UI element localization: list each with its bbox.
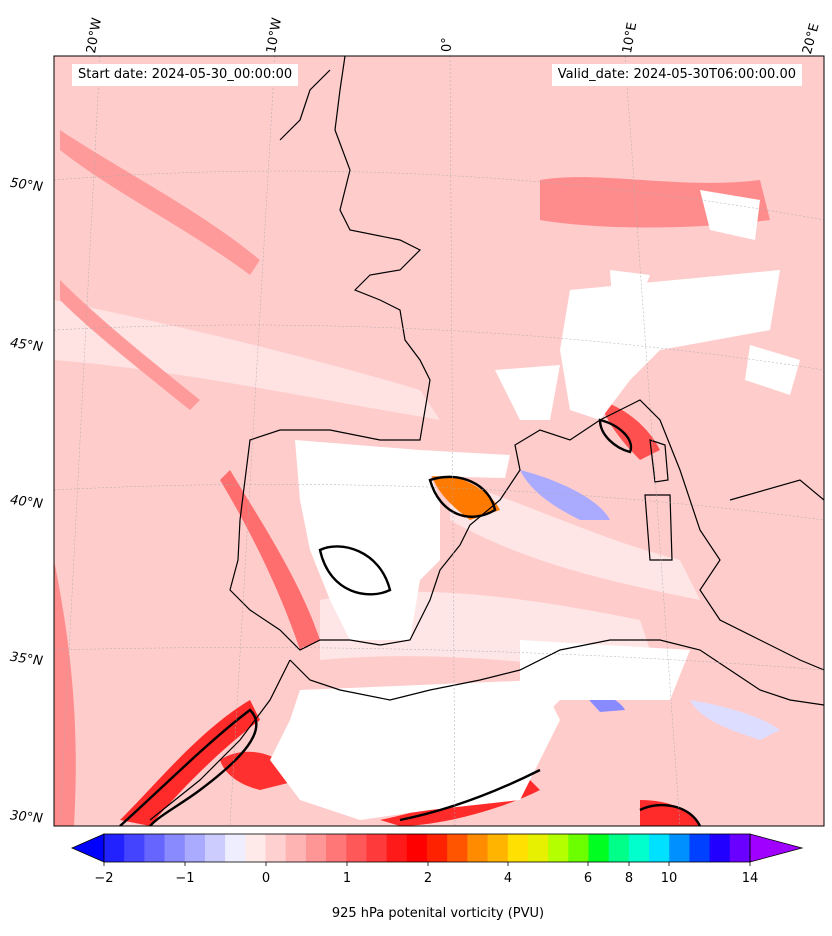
terrain-mask-pyrenees bbox=[420, 450, 510, 478]
colorbar-segment bbox=[265, 834, 287, 862]
graticule-line bbox=[624, 56, 681, 826]
colorbar-segment bbox=[649, 834, 670, 862]
coastline-north-africa bbox=[289, 639, 824, 706]
colorbar-segment bbox=[305, 834, 327, 862]
graticule-line bbox=[54, 324, 824, 371]
colorbar-tick: 8 bbox=[624, 871, 634, 886]
colorbar-segment bbox=[366, 834, 388, 862]
graticule-line bbox=[54, 647, 824, 671]
colorbar-tick: 0 bbox=[261, 871, 271, 886]
colorbar-segment bbox=[386, 834, 408, 862]
colorbar-segment bbox=[245, 834, 266, 862]
graticule-line bbox=[59, 56, 101, 826]
colorbar-tick: −1 bbox=[175, 871, 195, 886]
start-date-label: Start date: 2024-05-30_00:00:00 bbox=[72, 64, 299, 86]
valid-date-label: Valid_date: 2024-05-30T06:00:00.00 bbox=[551, 64, 802, 86]
pv-contour-2 bbox=[318, 545, 392, 596]
colorbar-extend-min bbox=[71, 833, 105, 863]
colorbar-segment bbox=[184, 834, 206, 862]
coastline-morocco bbox=[149, 659, 291, 821]
colorbar-segment bbox=[689, 834, 711, 862]
pv-field bbox=[54, 56, 824, 826]
pv-contour-2 bbox=[119, 708, 258, 826]
colorbar-segment bbox=[164, 834, 186, 862]
colorbar-segment bbox=[467, 834, 489, 862]
coastline-corsica bbox=[649, 439, 669, 483]
colorbar-frame bbox=[103, 833, 751, 863]
colorbar-tick: 1 bbox=[342, 871, 352, 886]
colorbar-segment bbox=[406, 834, 428, 862]
terrain-mask-atlas-east bbox=[520, 640, 690, 720]
graticule-line bbox=[229, 56, 276, 826]
terrain-mask-europe bbox=[700, 190, 760, 240]
coastline-europe bbox=[229, 56, 824, 671]
pv-contour-2 bbox=[399, 768, 541, 822]
colorbar-segment bbox=[507, 834, 529, 862]
colorbar bbox=[71, 833, 804, 866]
colorbar-segment bbox=[204, 834, 226, 862]
colorbar-segment bbox=[326, 834, 347, 862]
pv-band-red bbox=[600, 400, 660, 460]
colorbar-segment bbox=[709, 834, 731, 862]
pv-contours bbox=[119, 418, 702, 826]
colorbar-segment bbox=[568, 834, 589, 862]
pv-negative bbox=[520, 470, 610, 520]
colorbar-extend-max bbox=[749, 833, 804, 863]
colorbar-segment bbox=[447, 834, 468, 862]
coastline-sardinia bbox=[644, 494, 673, 561]
colorbar-segment bbox=[608, 834, 630, 862]
pv-band-light bbox=[450, 480, 700, 600]
graticule bbox=[54, 56, 824, 826]
coastline-italy bbox=[729, 479, 824, 501]
terrain-mask-massif bbox=[495, 365, 560, 420]
pv-band-red bbox=[60, 280, 200, 410]
colorbar-segment bbox=[104, 834, 125, 862]
graticule-line bbox=[449, 56, 456, 826]
colorbar-segment bbox=[669, 834, 690, 862]
terrain-mask-atlas bbox=[270, 680, 560, 820]
pv-contour-2 bbox=[428, 475, 497, 518]
colorbar-segment bbox=[729, 834, 751, 862]
colorbar-title: 925 hPa potenital vorticity (PVU) bbox=[331, 906, 545, 921]
coastlines bbox=[149, 56, 824, 821]
colorbar-tick: 2 bbox=[423, 871, 433, 886]
colorbar-tick: 10 bbox=[660, 871, 678, 886]
colorbar-tick: 4 bbox=[503, 871, 513, 886]
pv-band-red bbox=[60, 130, 260, 275]
graticule-line bbox=[54, 484, 824, 521]
pv-band-red bbox=[54, 560, 76, 826]
terrain-mask-balkans bbox=[745, 345, 800, 395]
colorbar-segment bbox=[527, 834, 549, 862]
map-frame bbox=[53, 55, 825, 827]
colorbar-segment bbox=[427, 834, 448, 862]
colorbar-tick: 14 bbox=[741, 871, 759, 886]
colorbar-segment bbox=[225, 834, 246, 862]
colorbar-tick: −2 bbox=[94, 871, 114, 886]
colorbar-segment bbox=[144, 834, 166, 862]
pv-band-orange bbox=[430, 470, 500, 520]
terrain-mask-iberia bbox=[295, 440, 440, 640]
colorbar-segment bbox=[588, 834, 610, 862]
colorbar-segment bbox=[628, 834, 650, 862]
terrain-mask-alps bbox=[560, 270, 780, 420]
colorbar-segment bbox=[548, 834, 569, 862]
pv-negative bbox=[690, 700, 780, 740]
pv-contour-2 bbox=[598, 418, 633, 454]
colorbar-segment bbox=[285, 834, 307, 862]
pv-band-light bbox=[54, 300, 440, 420]
terrain-mask-europe bbox=[610, 270, 650, 300]
graticule-line bbox=[54, 170, 824, 221]
pv-contour-2 bbox=[639, 803, 702, 826]
colorbar-segment bbox=[346, 834, 367, 862]
colorbar-segment bbox=[487, 834, 509, 862]
lon-label: 0° bbox=[440, 37, 455, 52]
colorbar-tick: 6 bbox=[583, 871, 593, 886]
colorbar-segment bbox=[124, 834, 145, 862]
pv-band-red bbox=[220, 470, 320, 650]
coastline-uk bbox=[279, 69, 331, 141]
